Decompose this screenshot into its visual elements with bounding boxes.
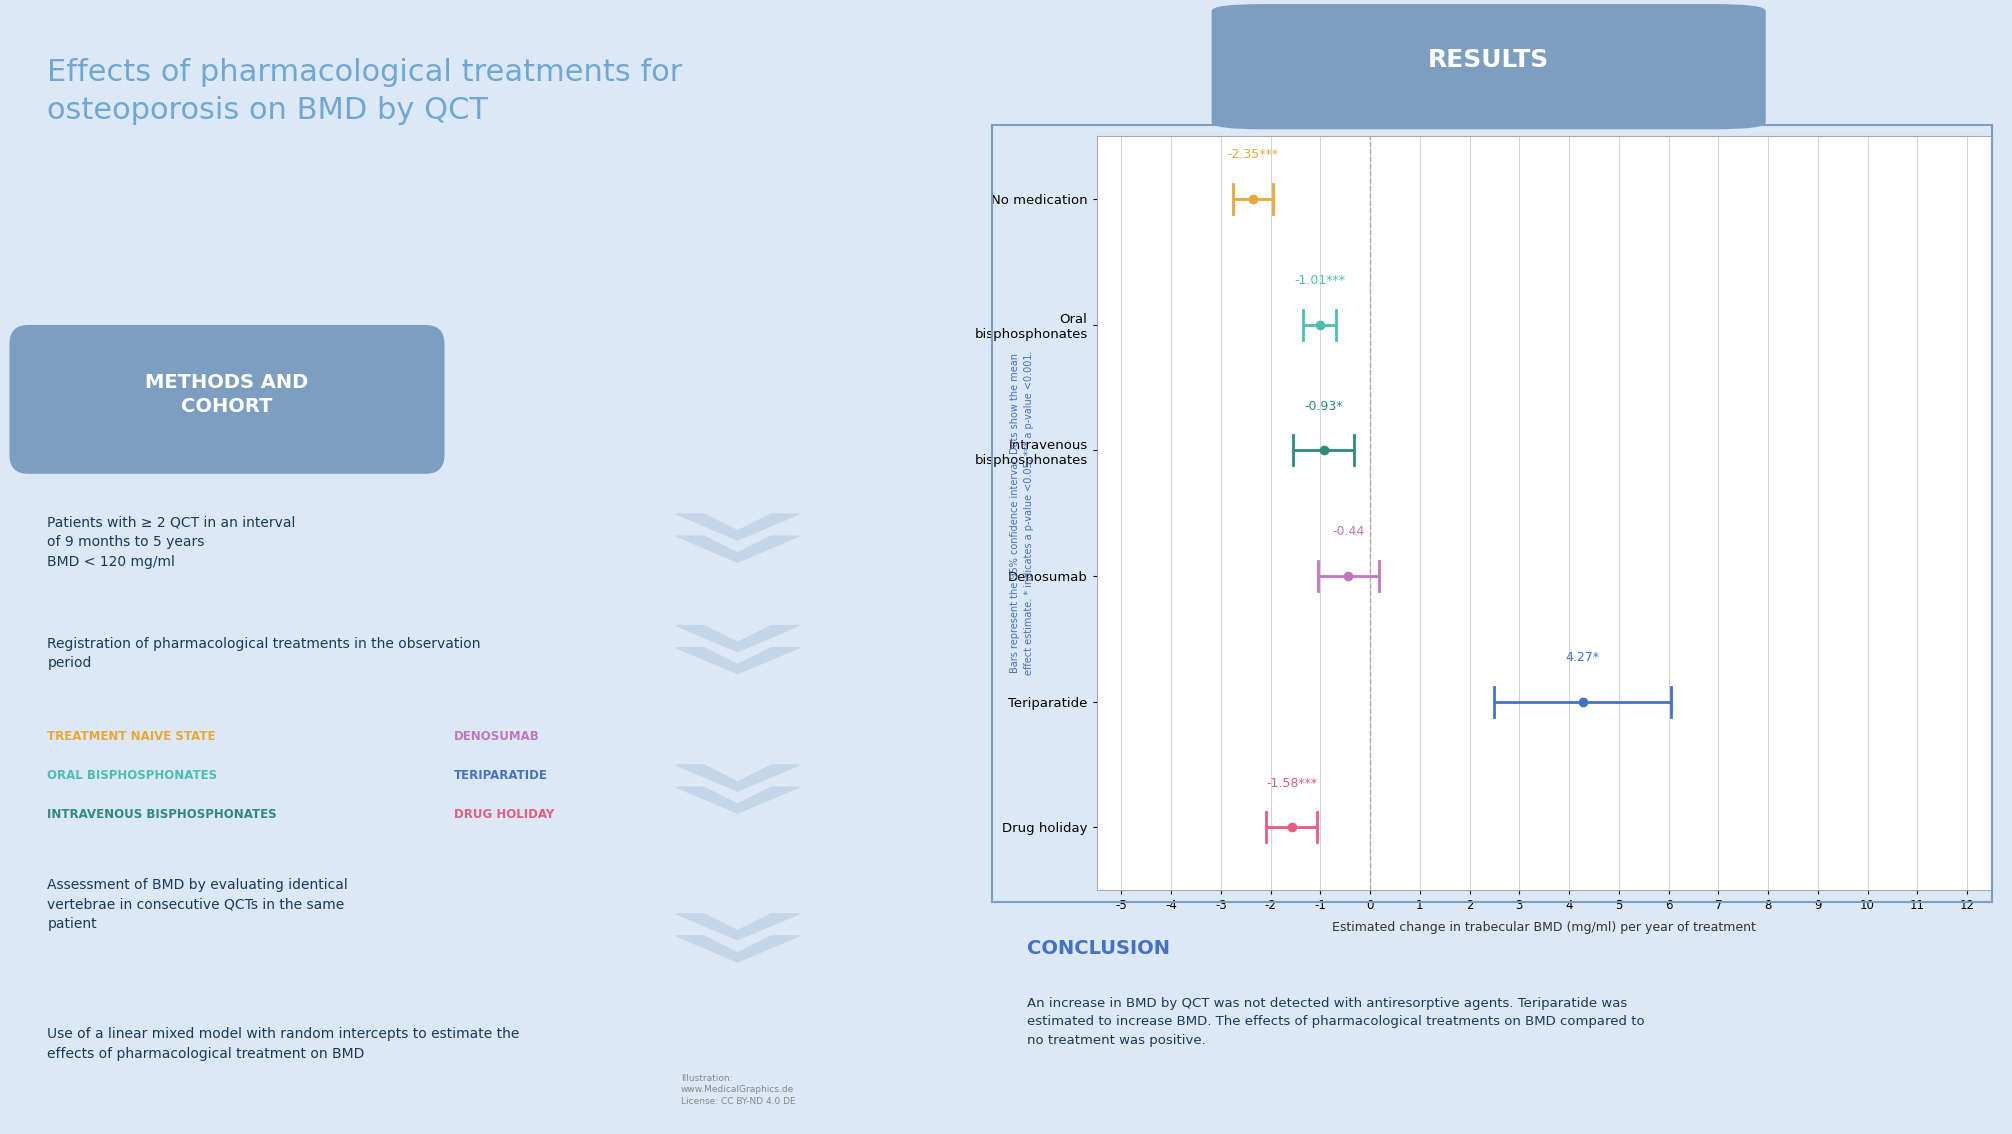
Text: Assessment of BMD by evaluating identical
vertebrae in consecutive QCTs in the s: Assessment of BMD by evaluating identica… xyxy=(48,878,348,931)
Text: -1.01***: -1.01*** xyxy=(1294,274,1346,287)
Polygon shape xyxy=(676,787,799,813)
Text: -2.35***: -2.35*** xyxy=(1227,149,1280,161)
Polygon shape xyxy=(676,536,799,562)
Polygon shape xyxy=(676,648,799,674)
X-axis label: Estimated change in trabecular BMD (mg/ml) per year of treatment: Estimated change in trabecular BMD (mg/m… xyxy=(1332,921,1756,933)
Text: Illustration:
www.MedicalGraphics.de
License: CC BY-ND 4.0 DE: Illustration: www.MedicalGraphics.de Lic… xyxy=(680,1074,795,1106)
Text: -1.58***: -1.58*** xyxy=(1266,777,1318,789)
Text: INTRAVENOUS BISPHOSPHONATES: INTRAVENOUS BISPHOSPHONATES xyxy=(48,807,278,821)
Text: An increase in BMD by QCT was not detected with antiresorptive agents. Teriparat: An increase in BMD by QCT was not detect… xyxy=(1026,997,1644,1047)
FancyBboxPatch shape xyxy=(1211,5,1767,129)
Text: Use of a linear mixed model with random intercepts to estimate the
effects of ph: Use of a linear mixed model with random … xyxy=(48,1027,519,1060)
Text: ORAL BISPHOSPHONATES: ORAL BISPHOSPHONATES xyxy=(48,769,217,781)
Text: METHODS AND
COHORT: METHODS AND COHORT xyxy=(145,373,308,416)
Text: Bars represent the 95% confidence interval. Dots show the mean
effect estimate. : Bars represent the 95% confidence interv… xyxy=(1010,350,1034,675)
Text: DENOSUMAB: DENOSUMAB xyxy=(455,729,539,743)
Polygon shape xyxy=(676,765,799,792)
FancyBboxPatch shape xyxy=(10,325,445,474)
Polygon shape xyxy=(676,626,799,652)
Polygon shape xyxy=(676,514,799,540)
Text: TERIPARATIDE: TERIPARATIDE xyxy=(455,769,547,781)
Text: RESULTS: RESULTS xyxy=(1429,48,1549,71)
Text: Registration of pharmacological treatments in the observation
period: Registration of pharmacological treatmen… xyxy=(48,636,481,670)
Text: DRUG HOLIDAY: DRUG HOLIDAY xyxy=(455,807,553,821)
Polygon shape xyxy=(676,936,799,962)
Text: -0.44: -0.44 xyxy=(1332,525,1364,539)
Polygon shape xyxy=(676,914,799,940)
Text: -0.93*: -0.93* xyxy=(1304,399,1344,413)
Text: 4.27*: 4.27* xyxy=(1565,651,1600,665)
Text: TREATMENT NAIVE STATE: TREATMENT NAIVE STATE xyxy=(48,729,215,743)
Text: Patients with ≥ 2 QCT in an interval
of 9 months to 5 years
BMD < 120 mg/ml: Patients with ≥ 2 QCT in an interval of … xyxy=(48,516,296,568)
Text: CONCLUSION: CONCLUSION xyxy=(1026,939,1169,958)
Text: Effects of pharmacological treatments for
osteoporosis on BMD by QCT: Effects of pharmacological treatments fo… xyxy=(48,58,682,126)
